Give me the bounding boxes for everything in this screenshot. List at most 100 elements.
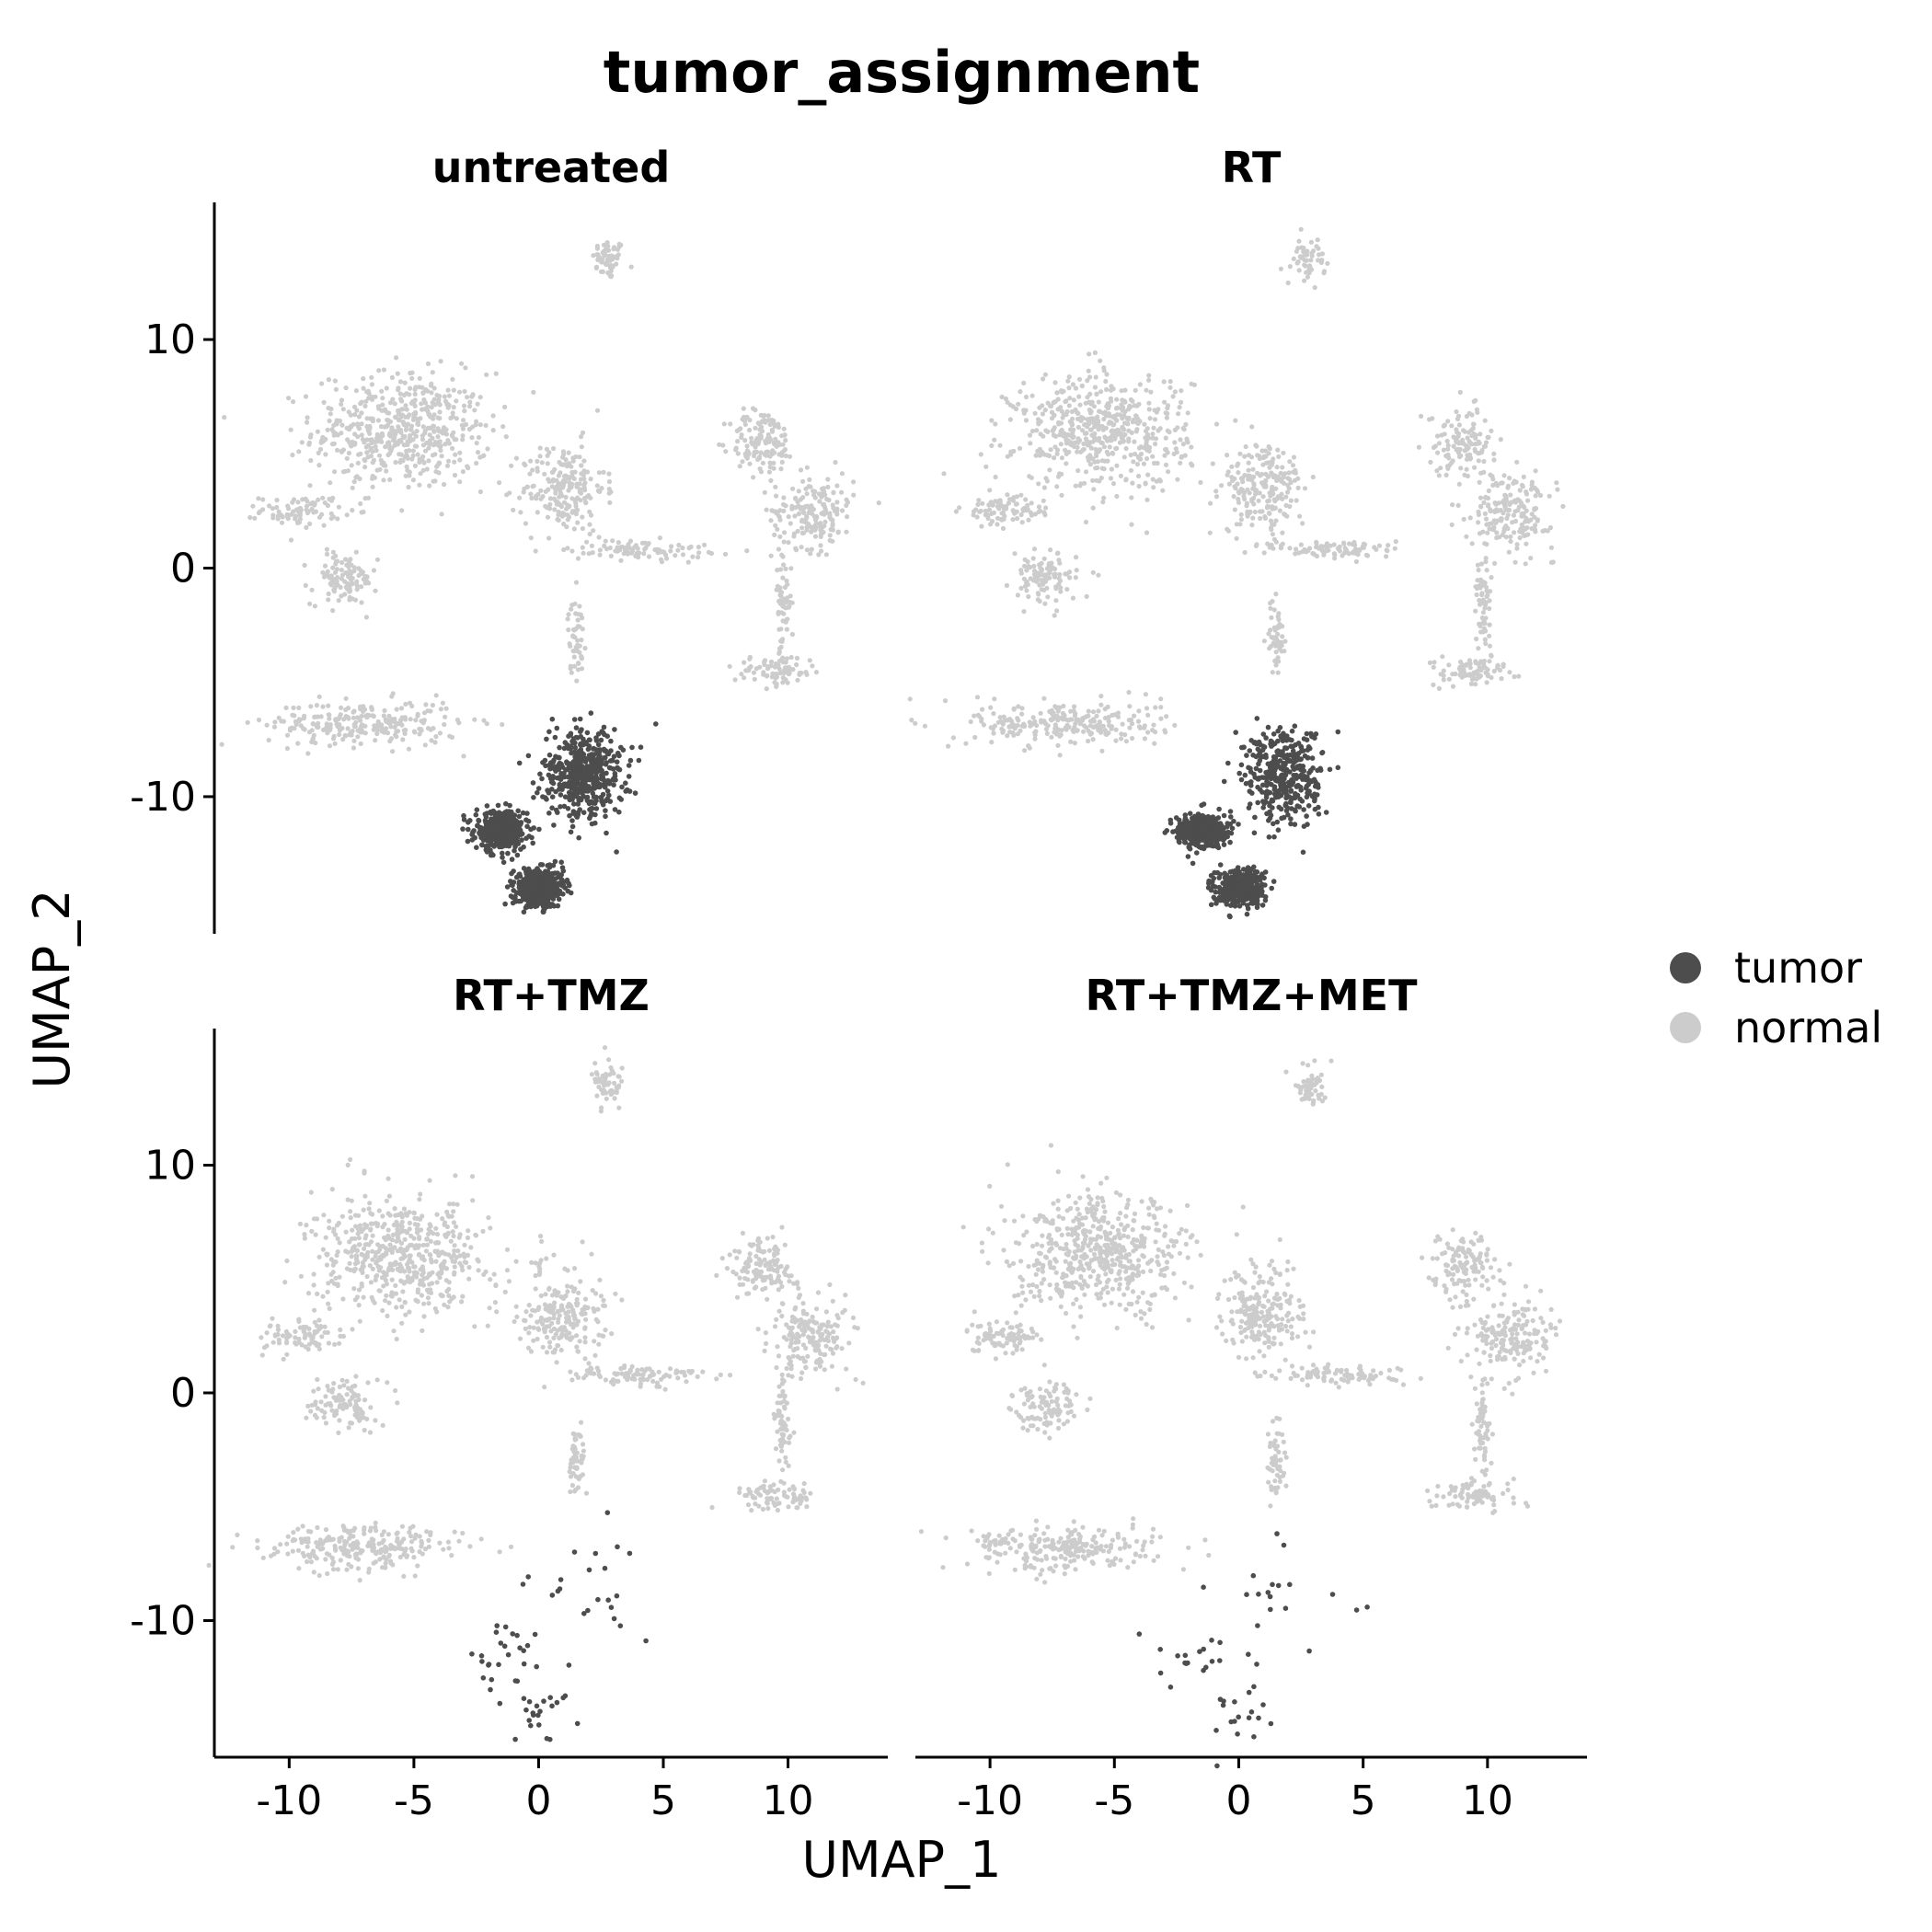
normal-point — [1475, 562, 1480, 568]
normal-point — [1005, 718, 1010, 723]
normal-point — [1142, 421, 1147, 427]
normal-point — [785, 581, 790, 587]
normal-point — [976, 498, 982, 503]
normal-point — [786, 514, 791, 520]
normal-point — [317, 446, 324, 452]
normal-point — [1144, 426, 1150, 431]
normal-point — [359, 421, 364, 427]
normal-point — [1550, 559, 1556, 565]
normal-point — [329, 427, 335, 432]
normal-point — [281, 719, 286, 724]
normal-point — [432, 740, 438, 745]
normal-point — [344, 562, 350, 568]
normal-point — [550, 478, 556, 484]
normal-point — [1056, 421, 1062, 427]
normal-point — [409, 703, 415, 709]
tumor-point — [592, 752, 597, 757]
normal-point — [1037, 405, 1042, 410]
normal-point — [358, 451, 363, 456]
normal-point — [347, 594, 352, 601]
normal-point — [1297, 513, 1303, 519]
normal-point — [1152, 408, 1157, 413]
tumor-point — [612, 807, 618, 812]
normal-point — [357, 476, 362, 482]
normal-point — [535, 458, 540, 464]
normal-point — [776, 650, 782, 655]
normal-point — [1144, 387, 1149, 393]
normal-point — [420, 443, 426, 448]
normal-point — [405, 421, 410, 427]
normal-point — [1009, 720, 1015, 727]
normal-point — [1555, 487, 1560, 492]
normal-point — [765, 665, 771, 671]
tumor-point — [504, 884, 511, 890]
normal-point — [454, 398, 459, 404]
normal-point — [330, 555, 336, 560]
normal-point — [1111, 421, 1117, 428]
normal-point — [1004, 582, 1009, 589]
normal-point — [1095, 459, 1100, 465]
normal-point — [1162, 728, 1167, 733]
normal-point — [396, 387, 401, 393]
normal-point — [1030, 556, 1036, 561]
normal-point — [570, 458, 576, 464]
normal-point — [779, 459, 785, 465]
normal-point — [466, 426, 472, 432]
normal-point — [405, 442, 410, 447]
normal-point — [461, 418, 466, 423]
normal-point — [819, 486, 825, 491]
normal-point — [1153, 730, 1158, 735]
tumor-point — [559, 865, 566, 870]
normal-point — [1294, 546, 1299, 552]
normal-point — [1096, 399, 1101, 405]
normal-point — [1114, 493, 1120, 500]
normal-point — [1454, 408, 1459, 415]
normal-point — [1029, 429, 1035, 434]
normal-point — [580, 525, 586, 532]
normal-point — [1127, 725, 1133, 730]
normal-point — [781, 539, 787, 545]
normal-point — [1047, 575, 1052, 581]
normal-point — [615, 256, 620, 261]
normal-point — [811, 507, 817, 512]
normal-point — [1512, 518, 1519, 524]
normal-point — [1458, 659, 1464, 665]
normal-point — [1017, 445, 1023, 451]
normal-point — [1065, 438, 1071, 443]
normal-point — [439, 512, 444, 517]
normal-point — [387, 739, 393, 744]
normal-point — [410, 437, 416, 443]
normal-point — [1068, 419, 1074, 424]
normal-point — [1177, 405, 1182, 410]
normal-point — [420, 454, 426, 459]
normal-point — [1430, 416, 1435, 421]
normal-point — [422, 742, 428, 748]
tumor-point — [638, 744, 644, 750]
normal-point — [1534, 488, 1539, 493]
normal-point — [303, 394, 309, 399]
normal-point — [972, 734, 978, 741]
tumor-point — [610, 776, 615, 783]
normal-point — [1096, 427, 1101, 432]
normal-point — [596, 254, 603, 260]
normal-point — [1250, 466, 1256, 472]
normal-point — [589, 543, 595, 548]
normal-point — [382, 730, 387, 735]
y-tick-label: -10 — [130, 774, 196, 821]
normal-point — [1517, 488, 1523, 493]
normal-point — [1143, 692, 1148, 697]
normal-point — [1144, 455, 1150, 462]
normal-point — [783, 677, 788, 683]
normal-point — [437, 730, 443, 736]
normal-point — [774, 681, 779, 687]
normal-point — [474, 460, 479, 466]
normal-point — [1314, 539, 1319, 546]
normal-point — [380, 402, 385, 408]
normal-point — [435, 399, 442, 405]
tumor-point — [558, 859, 564, 865]
normal-point — [1026, 593, 1031, 600]
normal-point — [425, 361, 431, 366]
normal-point — [1501, 663, 1506, 670]
normal-point — [1245, 509, 1250, 515]
normal-point — [1157, 426, 1163, 431]
